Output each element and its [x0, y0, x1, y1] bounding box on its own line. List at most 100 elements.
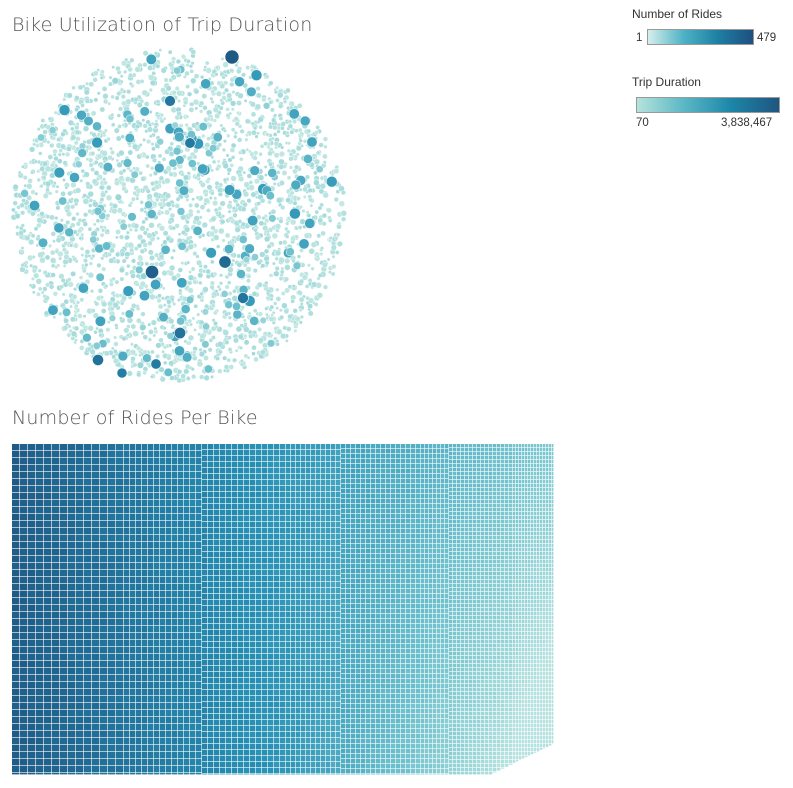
treemap-cell[interactable]	[238, 492, 244, 498]
bubble-mark[interactable]	[334, 250, 340, 255]
bubble-mark[interactable]	[48, 126, 57, 135]
bubble-mark[interactable]	[210, 168, 215, 173]
treemap-cell[interactable]	[250, 582, 256, 588]
bubble-mark[interactable]	[237, 137, 243, 143]
bubble-mark[interactable]	[87, 157, 94, 163]
treemap-cell[interactable]	[28, 745, 36, 752]
treemap-cell[interactable]	[291, 606, 296, 612]
bubble-mark[interactable]	[92, 77, 98, 83]
treemap-cell[interactable]	[196, 675, 202, 682]
treemap-cell[interactable]	[274, 762, 280, 768]
treemap-cell[interactable]	[68, 717, 76, 724]
treemap-cell[interactable]	[20, 738, 28, 745]
treemap-cell[interactable]	[68, 731, 76, 738]
treemap-cell[interactable]	[296, 672, 301, 678]
treemap-cell[interactable]	[160, 619, 166, 626]
bubble-mark[interactable]	[132, 143, 139, 150]
treemap-cell[interactable]	[196, 647, 202, 654]
bubble-mark[interactable]	[66, 92, 73, 99]
treemap-cell[interactable]	[178, 745, 184, 752]
bubble-mark[interactable]	[70, 271, 76, 277]
treemap-cell[interactable]	[68, 486, 76, 493]
treemap-cell[interactable]	[92, 549, 100, 556]
treemap-cell[interactable]	[28, 528, 36, 535]
treemap-cell[interactable]	[250, 612, 256, 618]
bubble-mark[interactable]	[121, 60, 128, 67]
treemap-cell[interactable]	[116, 766, 124, 773]
bubble-mark[interactable]	[307, 310, 314, 317]
treemap-cell[interactable]	[214, 738, 220, 744]
bubble-mark[interactable]	[233, 337, 239, 344]
treemap-cell[interactable]	[76, 661, 84, 668]
treemap-cell[interactable]	[60, 451, 68, 458]
treemap-cell[interactable]	[116, 507, 124, 514]
treemap-cell[interactable]	[244, 636, 250, 642]
treemap-cell[interactable]	[172, 549, 178, 556]
treemap-cell[interactable]	[250, 510, 256, 516]
bubble-mark[interactable]	[236, 111, 240, 115]
treemap-cell[interactable]	[108, 696, 116, 703]
bubble-mark[interactable]	[185, 114, 190, 119]
bubble-mark[interactable]	[120, 211, 126, 217]
treemap-cell[interactable]	[202, 630, 208, 636]
treemap-cell[interactable]	[130, 668, 136, 675]
treemap-cell[interactable]	[52, 563, 60, 570]
treemap-cell[interactable]	[250, 714, 256, 720]
treemap-cell[interactable]	[202, 654, 208, 660]
treemap-cell[interactable]	[280, 498, 286, 504]
bubble-mark[interactable]	[327, 215, 332, 221]
treemap-cell[interactable]	[68, 472, 76, 479]
bubble-mark[interactable]	[132, 330, 139, 337]
treemap-cell[interactable]	[178, 640, 184, 647]
bubble-mark[interactable]	[96, 147, 101, 152]
bubble-mark[interactable]	[232, 301, 242, 311]
treemap-cell[interactable]	[12, 549, 20, 556]
bubble-mark[interactable]	[315, 165, 324, 174]
treemap-cell[interactable]	[232, 690, 238, 696]
treemap-cell[interactable]	[160, 773, 166, 775]
bubble-mark[interactable]	[89, 289, 95, 294]
treemap-cell[interactable]	[262, 762, 268, 768]
treemap-cell[interactable]	[202, 564, 208, 570]
treemap-cell[interactable]	[52, 668, 60, 675]
bubble-mark[interactable]	[161, 286, 166, 291]
treemap-cell[interactable]	[20, 752, 28, 759]
bubble-mark[interactable]	[292, 200, 298, 206]
bubble-mark[interactable]	[287, 313, 293, 320]
bubble-mark[interactable]	[330, 172, 335, 177]
treemap-cell[interactable]	[296, 612, 301, 618]
treemap-cell[interactable]	[280, 678, 286, 684]
treemap-cell[interactable]	[184, 570, 190, 577]
treemap-cell[interactable]	[214, 570, 220, 576]
treemap-cell[interactable]	[28, 766, 36, 773]
bubble-mark[interactable]	[168, 264, 176, 272]
bubble-mark[interactable]	[274, 249, 282, 257]
bubble-mark[interactable]	[260, 263, 266, 269]
treemap-cell[interactable]	[92, 619, 100, 626]
bubble-mark[interactable]	[242, 256, 250, 264]
treemap-cell[interactable]	[92, 451, 100, 458]
treemap-cell[interactable]	[214, 750, 220, 756]
treemap-cell[interactable]	[244, 504, 250, 510]
treemap-cell[interactable]	[208, 738, 214, 744]
treemap-cell[interactable]	[250, 600, 256, 606]
treemap-cell[interactable]	[124, 605, 130, 612]
treemap-cell[interactable]	[291, 696, 296, 702]
treemap-cell[interactable]	[116, 605, 124, 612]
treemap-cell[interactable]	[84, 738, 92, 745]
bubble-mark[interactable]	[285, 221, 290, 226]
bubble-mark[interactable]	[184, 247, 190, 252]
treemap-cell[interactable]	[52, 661, 60, 668]
treemap-cell[interactable]	[20, 731, 28, 738]
treemap-cell[interactable]	[172, 570, 178, 577]
treemap-cell[interactable]	[154, 717, 160, 724]
bubble-mark[interactable]	[145, 119, 151, 125]
treemap-cell[interactable]	[226, 690, 232, 696]
treemap-cell[interactable]	[20, 577, 28, 584]
treemap-cell[interactable]	[202, 636, 208, 642]
treemap-cell[interactable]	[44, 514, 52, 521]
bubble-mark[interactable]	[193, 215, 200, 222]
treemap-cell[interactable]	[244, 762, 250, 768]
treemap-cell[interactable]	[92, 493, 100, 500]
treemap-cell[interactable]	[291, 756, 296, 762]
